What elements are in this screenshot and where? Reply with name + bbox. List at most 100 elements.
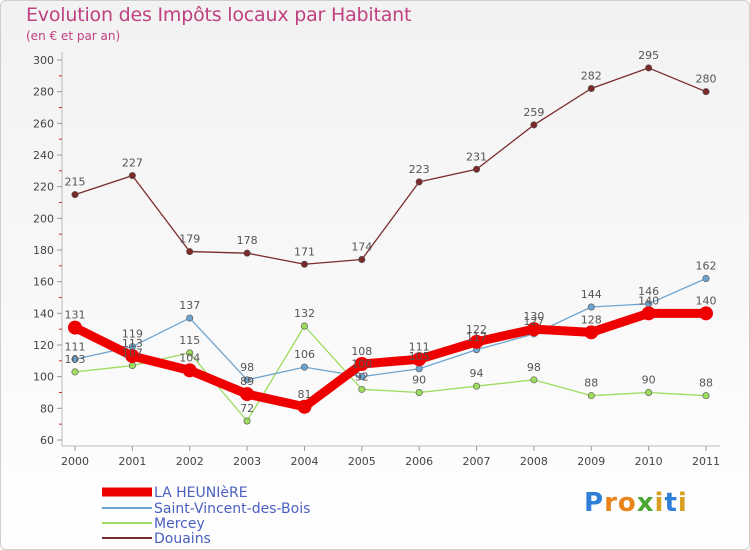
data-point	[182, 363, 197, 378]
data-label: 131	[65, 309, 86, 322]
data-point	[473, 165, 481, 173]
data-point	[243, 376, 251, 384]
data-label: 280	[696, 73, 717, 86]
data-label: 90	[412, 374, 426, 387]
data-point	[300, 322, 308, 330]
data-point	[297, 399, 312, 414]
y-tick-label: 120	[33, 339, 54, 352]
series-line-3	[74, 67, 707, 265]
data-point	[186, 314, 194, 322]
data-label: 89	[240, 375, 254, 388]
chart-title: Evolution des Impôts locaux par Habitant	[26, 4, 412, 26]
x-tick-label: 2008	[520, 455, 548, 468]
chart-subtitle: (en € et par an)	[26, 29, 121, 43]
data-point	[186, 248, 194, 256]
data-point	[587, 303, 595, 311]
data-point	[71, 191, 79, 199]
legend-label-2: Mercey	[154, 516, 205, 532]
data-label: 100	[351, 358, 372, 371]
data-point	[530, 121, 538, 129]
data-label: 72	[240, 402, 254, 415]
data-point	[526, 322, 541, 337]
y-tick-label: 100	[33, 371, 54, 384]
x-tick-label: 2007	[463, 455, 491, 468]
data-point	[243, 249, 251, 257]
axes	[61, 52, 720, 447]
data-point	[415, 178, 423, 186]
data-point	[641, 306, 656, 321]
data-label: 146	[638, 285, 659, 298]
x-tick-label: 2003	[233, 455, 261, 468]
data-point	[358, 255, 366, 263]
x-tick-label: 2009	[577, 455, 605, 468]
data-point	[243, 417, 251, 425]
y-tick-label: 140	[33, 307, 54, 320]
y-tick-label: 280	[33, 86, 54, 99]
data-label: 106	[294, 348, 315, 361]
legend-label-3: Douains	[154, 531, 211, 547]
y-tick-label: 220	[33, 181, 54, 194]
y-tick-label: 60	[40, 434, 54, 447]
data-point	[415, 365, 423, 373]
x-tick-label: 2010	[635, 455, 663, 468]
data-point	[587, 392, 595, 400]
data-label: 223	[409, 163, 430, 176]
data-label: 295	[638, 49, 659, 62]
data-label: 105	[409, 350, 430, 363]
data-point	[645, 64, 653, 72]
data-point	[584, 325, 599, 340]
data-label: 88	[584, 377, 598, 390]
data-label: 103	[65, 353, 86, 366]
data-label: 227	[122, 157, 143, 170]
x-tick-label: 2005	[348, 455, 376, 468]
legend-label-1: Saint-Vincent-des-Bois	[154, 501, 310, 517]
data-point	[125, 349, 140, 364]
y-tick-label: 260	[33, 117, 54, 130]
data-label: 140	[696, 294, 717, 307]
proxiti-logo: Proxiti	[584, 488, 688, 518]
data-point	[587, 85, 595, 93]
data-point	[415, 388, 423, 396]
data-point	[412, 352, 427, 367]
y-tick-label: 80	[40, 402, 54, 415]
data-label: 92	[355, 370, 369, 383]
data-point	[358, 385, 366, 393]
y-tick-label: 200	[33, 212, 54, 225]
data-label: 259	[523, 106, 544, 119]
x-tick-label: 2000	[61, 455, 89, 468]
data-label: 88	[699, 377, 713, 390]
x-axis-ticks: 2000 2001 2002 2003 2004 2005 2006 2007 2008 2009…	[61, 446, 720, 468]
data-label: 282	[581, 70, 602, 83]
y-tick-label: 240	[33, 149, 54, 162]
y-tick-label: 300	[33, 54, 54, 67]
data-label: 108	[351, 345, 372, 358]
data-point	[300, 363, 308, 371]
data-point	[469, 334, 484, 349]
x-tick-label: 2001	[118, 455, 146, 468]
data-label: 215	[65, 176, 86, 189]
data-label: 140	[638, 294, 659, 307]
legend-label-0: LA HEUNIèRE	[154, 485, 248, 501]
data-point	[530, 376, 538, 384]
data-label: 111	[409, 340, 430, 353]
series-line-1	[74, 277, 707, 381]
data-label: 130	[523, 310, 544, 323]
data-label: 98	[240, 361, 254, 374]
data-label: 81	[297, 388, 311, 401]
data-label: 174	[351, 241, 372, 254]
data-label: 132	[294, 307, 315, 320]
data-point	[702, 392, 710, 400]
data-point	[702, 274, 710, 282]
data-label: 113	[122, 337, 143, 350]
data-label: 119	[122, 328, 143, 341]
series-line-0	[70, 308, 711, 412]
data-label: 171	[294, 245, 315, 258]
data-label: 179	[179, 233, 200, 246]
data-point	[68, 320, 82, 335]
data-point	[128, 362, 136, 370]
data-label: 98	[527, 361, 541, 374]
data-point	[71, 368, 79, 376]
